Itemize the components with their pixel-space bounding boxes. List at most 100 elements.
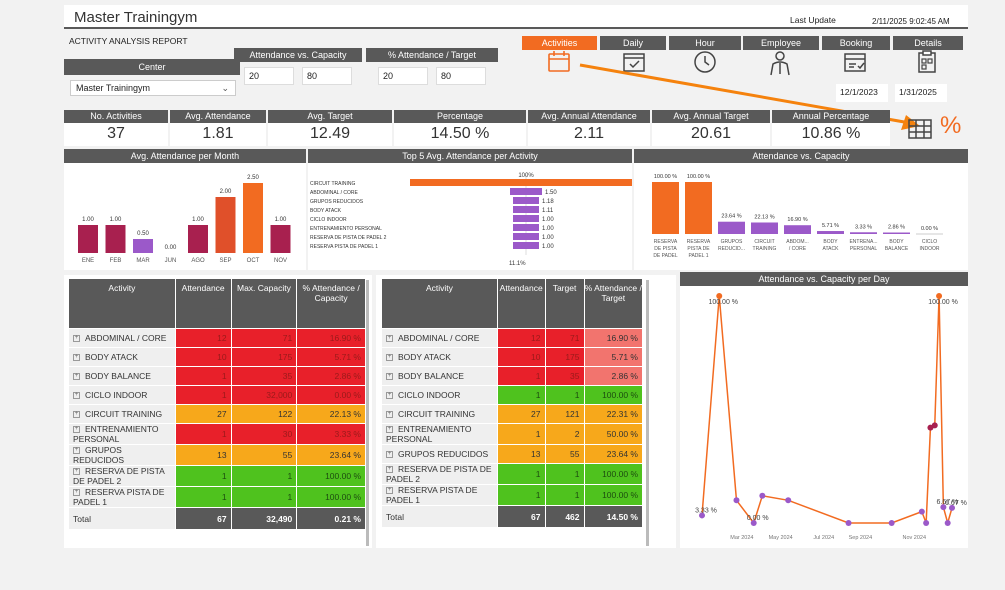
avc-to-input[interactable]: 80 [302, 67, 352, 85]
month-bar [105, 225, 126, 253]
expand-icon[interactable]: + [73, 354, 80, 362]
table-row[interactable]: + RESERVA DE PISTA DE PADEL 2 1 1 100.00 % [381, 463, 643, 485]
activity-cell[interactable]: + BODY ATACK [68, 347, 176, 367]
table-icon[interactable] [908, 119, 932, 139]
expand-icon[interactable]: + [73, 447, 80, 455]
date-from-input[interactable]: 12/1/2023 [836, 84, 888, 102]
calendar-icon[interactable] [547, 50, 571, 74]
expand-icon[interactable]: + [73, 468, 80, 476]
activity-cell[interactable]: + ENTRENAMIENTO PERSONAL [68, 423, 176, 445]
column-header[interactable]: % Attendance / Target [583, 278, 643, 329]
chevron-down-icon: ⌄ [221, 83, 229, 93]
date-to-input[interactable]: 1/31/2025 [895, 84, 947, 102]
expand-icon[interactable]: + [386, 466, 393, 474]
expand-icon[interactable]: + [386, 487, 393, 495]
table-row[interactable]: + RESERVA PISTA DE PADEL 1 1 1 100.00 % [381, 484, 643, 506]
column-header[interactable]: Target [544, 278, 585, 329]
tab-employee[interactable]: Employee [743, 36, 819, 50]
kpi-avg-attendance: Avg. Attendance 1.81 [170, 110, 266, 146]
table-row[interactable]: + CIRCUIT TRAINING 27 121 22.31 % [381, 404, 643, 424]
data-label: 1.00 [82, 217, 94, 223]
table-row[interactable]: + GRUPOS REDUCIDOS 13 55 23.64 % [68, 444, 366, 466]
booking-icon[interactable] [843, 50, 869, 74]
tab-booking[interactable]: Booking [822, 36, 890, 50]
table-row[interactable]: + BODY ATACK 10 175 5.71 % [68, 347, 366, 367]
category-label: CICLO INDOOR [310, 217, 347, 223]
kpi-avg-target: Avg. Target 12.49 [268, 110, 392, 146]
expand-icon[interactable]: + [386, 426, 393, 434]
column-header[interactable]: Attendance [174, 278, 232, 329]
scrollbar[interactable] [366, 280, 369, 546]
activity-cell[interactable]: + RESERVA DE PISTA DE PADEL 2 [68, 465, 176, 487]
activity-cell[interactable]: + BODY BALANCE [381, 366, 498, 386]
expand-icon[interactable]: + [386, 373, 393, 381]
expand-icon[interactable]: + [386, 392, 393, 400]
activity-cell[interactable]: + BODY BALANCE [68, 366, 176, 386]
expand-icon[interactable]: + [386, 354, 393, 362]
data-point [923, 520, 930, 526]
table-row[interactable]: + RESERVA DE PISTA DE PADEL 2 1 1 100.00 % [68, 465, 366, 487]
data-point [888, 520, 895, 526]
activity-cell[interactable]: + GRUPOS REDUCIDOS [68, 444, 176, 466]
pct-to-input[interactable]: 80 [436, 67, 486, 85]
activity-cell[interactable]: + CICLO INDOOR [381, 385, 498, 405]
column-header[interactable]: Attendance [496, 278, 546, 329]
kpi-percentage: Percentage 14.50 % [394, 110, 526, 146]
tick-label: INDOOR [920, 246, 940, 252]
scrollbar[interactable] [646, 280, 649, 546]
tab-activities[interactable]: Activities [522, 36, 597, 50]
column-header[interactable]: Activity [381, 278, 498, 329]
activity-cell[interactable]: + RESERVA PISTA DE PADEL 1 [68, 486, 176, 508]
table-row[interactable]: + CIRCUIT TRAINING 27 122 22.13 % [68, 404, 366, 424]
tab-hour[interactable]: Hour [669, 36, 741, 50]
table-row[interactable]: + CICLO INDOOR 1 1 100.00 % [381, 385, 643, 405]
expand-icon[interactable]: + [73, 489, 80, 497]
center-dropdown[interactable]: Master Trainingym ⌄ [70, 80, 236, 96]
column-header[interactable]: Max. Capacity [230, 278, 298, 329]
table-row[interactable]: + ABDOMINAL / CORE 12 71 16.90 % [381, 328, 643, 348]
table-row[interactable]: + ENTRENAMIENTO PERSONAL 1 2 50.00 % [381, 423, 643, 445]
activity-cell[interactable]: + CIRCUIT TRAINING [68, 404, 176, 424]
activity-cell[interactable]: + RESERVA DE PISTA DE PADEL 2 [381, 463, 498, 485]
activity-cell[interactable]: + RESERVA PISTA DE PADEL 1 [381, 484, 498, 506]
kpi-label: Percentage [394, 110, 526, 123]
activity-cell[interactable]: + GRUPOS REDUCIDOS [381, 444, 498, 464]
percent-icon[interactable]: % [940, 112, 962, 139]
activity-cell[interactable]: + CIRCUIT TRAINING [381, 404, 498, 424]
expand-icon[interactable]: + [73, 373, 80, 381]
expand-icon[interactable]: + [73, 335, 80, 343]
expand-icon[interactable]: + [73, 426, 80, 434]
employee-icon[interactable] [768, 50, 792, 76]
table-row[interactable]: + BODY BALANCE 1 35 2.86 % [68, 366, 366, 386]
tab-daily[interactable]: Daily [600, 36, 666, 50]
pct-from-input[interactable]: 20 [378, 67, 428, 85]
kpi-value: 14.50 % [430, 125, 490, 142]
data-label: 0.00 % [921, 226, 938, 232]
details-icon[interactable] [916, 50, 938, 74]
pct-cell: 3.33 % [296, 423, 366, 445]
table-row[interactable]: + ABDOMINAL / CORE 12 71 16.90 % [68, 328, 366, 348]
calendar-check-icon[interactable] [622, 50, 646, 74]
activity-cell[interactable]: + BODY ATACK [381, 347, 498, 367]
table-row[interactable]: + CICLO INDOOR 1 32,000 0.00 % [68, 385, 366, 405]
avc-from-input[interactable]: 20 [244, 67, 294, 85]
activity-cell[interactable]: + ABDOMINAL / CORE [68, 328, 176, 348]
clock-icon[interactable] [693, 50, 717, 74]
table-row[interactable]: + RESERVA PISTA DE PADEL 1 1 1 100.00 % [68, 486, 366, 508]
expand-icon[interactable]: + [73, 411, 80, 419]
tab-details[interactable]: Details [893, 36, 963, 50]
expand-icon[interactable]: + [386, 411, 393, 419]
table-row[interactable]: + BODY BALANCE 1 35 2.86 % [381, 366, 643, 386]
expand-icon[interactable]: + [386, 335, 393, 343]
activity-cell[interactable]: + ABDOMINAL / CORE [381, 328, 498, 348]
column-header[interactable]: Activity [68, 278, 176, 329]
expand-icon[interactable]: + [73, 392, 80, 400]
table-row[interactable]: + ENTRENAMIENTO PERSONAL 1 30 3.33 % [68, 423, 366, 445]
column-header[interactable]: % Attendance / Capacity [296, 278, 366, 329]
table-row[interactable]: + GRUPOS REDUCIDOS 13 55 23.64 % [381, 444, 643, 464]
activity-cell[interactable]: + ENTRENAMIENTO PERSONAL [381, 423, 498, 445]
activity-cell[interactable]: + CICLO INDOOR [68, 385, 176, 405]
table-row[interactable]: + BODY ATACK 10 175 5.71 % [381, 347, 643, 367]
activity-name: CIRCUIT TRAINING [85, 409, 163, 419]
expand-icon[interactable]: + [386, 451, 393, 459]
